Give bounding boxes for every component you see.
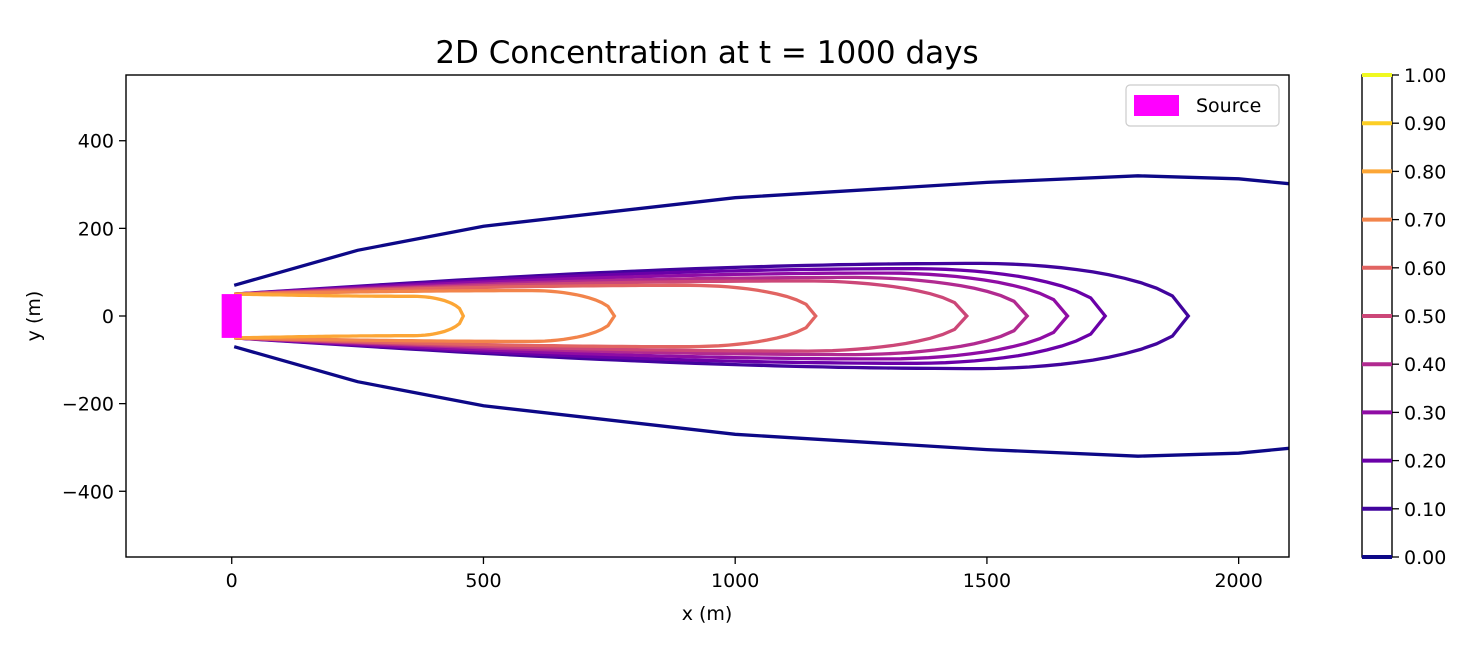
colorbar-tick-label: 1.00 [1404,65,1446,87]
y-tick-label: −200 [62,394,114,416]
x-tick-label: 1000 [711,570,759,592]
y-tick-label: 400 [78,131,114,153]
contour-lines [233,174,1289,458]
x-tick-label: 1500 [963,570,1011,592]
y-axis-label: y (m) [23,291,45,342]
y-tick-label: 0 [102,306,114,328]
colorbar: 0.00 0.10 0.20 0.30 0.40 0.50 0.60 0.70 0.80 0.90… [1361,65,1446,569]
source-rectangle [221,294,242,338]
contour-line-0.00-lower [233,345,1289,458]
colorbar-tick-label: 0.80 [1404,161,1446,183]
x-axis-label: x (m) [682,603,733,625]
legend-source-swatch [1134,95,1179,116]
plot-frame [125,74,1290,558]
contour-line-0.70 [234,288,617,344]
contour-line-0.80 [234,292,466,340]
y-axis-ticks: 400 200 0 −200 −400 [62,131,126,503]
colorbar-ticks: 0.00 0.10 0.20 0.30 0.40 0.50 0.60 0.70 0.80 0.90… [1392,65,1446,569]
chart-title: 2D Concentration at t = 1000 days [435,35,978,71]
contour-line-0.30 [234,271,1070,361]
contour-line-0.00-upper [233,174,1289,287]
x-tick-label: 500 [465,570,501,592]
colorbar-tick-label: 0.00 [1404,547,1446,569]
colorbar-tick-label: 0.20 [1404,451,1446,473]
contour-line-0.50 [234,279,970,353]
x-tick-label: 0 [226,570,238,592]
colorbar-tick-label: 0.10 [1404,499,1446,521]
colorbar-tick-label: 0.70 [1404,210,1446,232]
y-tick-label: 200 [78,218,114,240]
colorbar-level-lines [1362,73,1392,559]
colorbar-tick-label: 0.60 [1404,258,1446,280]
y-tick-label: −400 [62,481,114,503]
colorbar-tick-label: 0.30 [1404,402,1446,424]
colorbar-tick-label: 0.90 [1404,113,1446,135]
contour-line-0.20 [234,267,1108,365]
x-tick-label: 2000 [1214,570,1262,592]
colorbar-tick-label: 0.50 [1404,306,1446,328]
x-axis-ticks: 0 500 1000 1500 2000 [226,557,1263,592]
colorbar-tick-label: 0.40 [1404,354,1446,376]
contour-line-0.60 [234,283,818,349]
legend[interactable]: Source [1125,84,1280,127]
contour-line-0.10 [234,261,1191,371]
legend-source-label: Source [1196,95,1261,117]
